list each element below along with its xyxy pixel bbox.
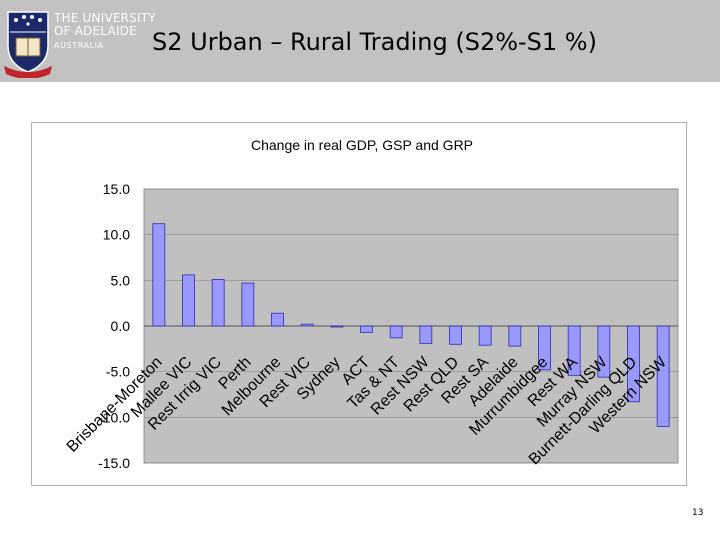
y-tick-labels: 15.0 10.0 5.0 0.0 -5.0 -10.0 -15.0 xyxy=(98,181,130,471)
bar xyxy=(656,325,670,427)
bar xyxy=(538,325,551,371)
slide-title: S2 Urban – Rural Trading (S2%-S1 %) xyxy=(152,28,597,56)
bars-group xyxy=(152,223,670,427)
header-bar: THE UNIVERSITY OF ADELAIDE AUSTRALIA S2 … xyxy=(0,0,720,82)
bar xyxy=(300,323,314,327)
bar xyxy=(597,325,611,378)
bar-chart: Change in real GDP, GSP and GRP 15.0 10.0… xyxy=(64,137,679,471)
bar xyxy=(389,325,403,339)
bar xyxy=(211,279,225,327)
y-tick-label: 5.0 xyxy=(111,272,131,288)
gridlines xyxy=(144,188,678,464)
bar xyxy=(627,325,640,403)
y-tick-label: 15.0 xyxy=(103,181,130,197)
university-line2: OF ADELAIDE xyxy=(54,24,137,38)
bar xyxy=(360,325,373,333)
bar xyxy=(478,325,492,346)
bar xyxy=(241,282,255,327)
y-tick-label: -10.0 xyxy=(98,409,130,425)
bar xyxy=(449,325,462,345)
chart-area: Change in real GDP, GSP and GRP 15.0 10.0… xyxy=(31,122,687,486)
page-number: 13 xyxy=(692,508,704,518)
bar xyxy=(330,325,344,328)
bar xyxy=(152,223,166,327)
university-line3: AUSTRALIA xyxy=(54,41,104,50)
y-tick-label: -5.0 xyxy=(106,364,130,380)
y-tick-label: 0.0 xyxy=(111,318,131,334)
bar xyxy=(182,274,195,327)
bar xyxy=(271,312,284,327)
y-tick-label: 10.0 xyxy=(103,227,130,243)
y-tick-label: -15.0 xyxy=(98,455,130,471)
university-crest-icon xyxy=(4,11,52,78)
university-line1: THE UNIVERSITY xyxy=(54,11,156,25)
bar xyxy=(508,325,522,347)
bar xyxy=(419,325,433,344)
chart-title: Change in real GDP, GSP and GRP xyxy=(251,137,473,153)
bar xyxy=(567,325,581,376)
university-wordmark: THE UNIVERSITY OF ADELAIDE AUSTRALIA xyxy=(54,12,156,52)
